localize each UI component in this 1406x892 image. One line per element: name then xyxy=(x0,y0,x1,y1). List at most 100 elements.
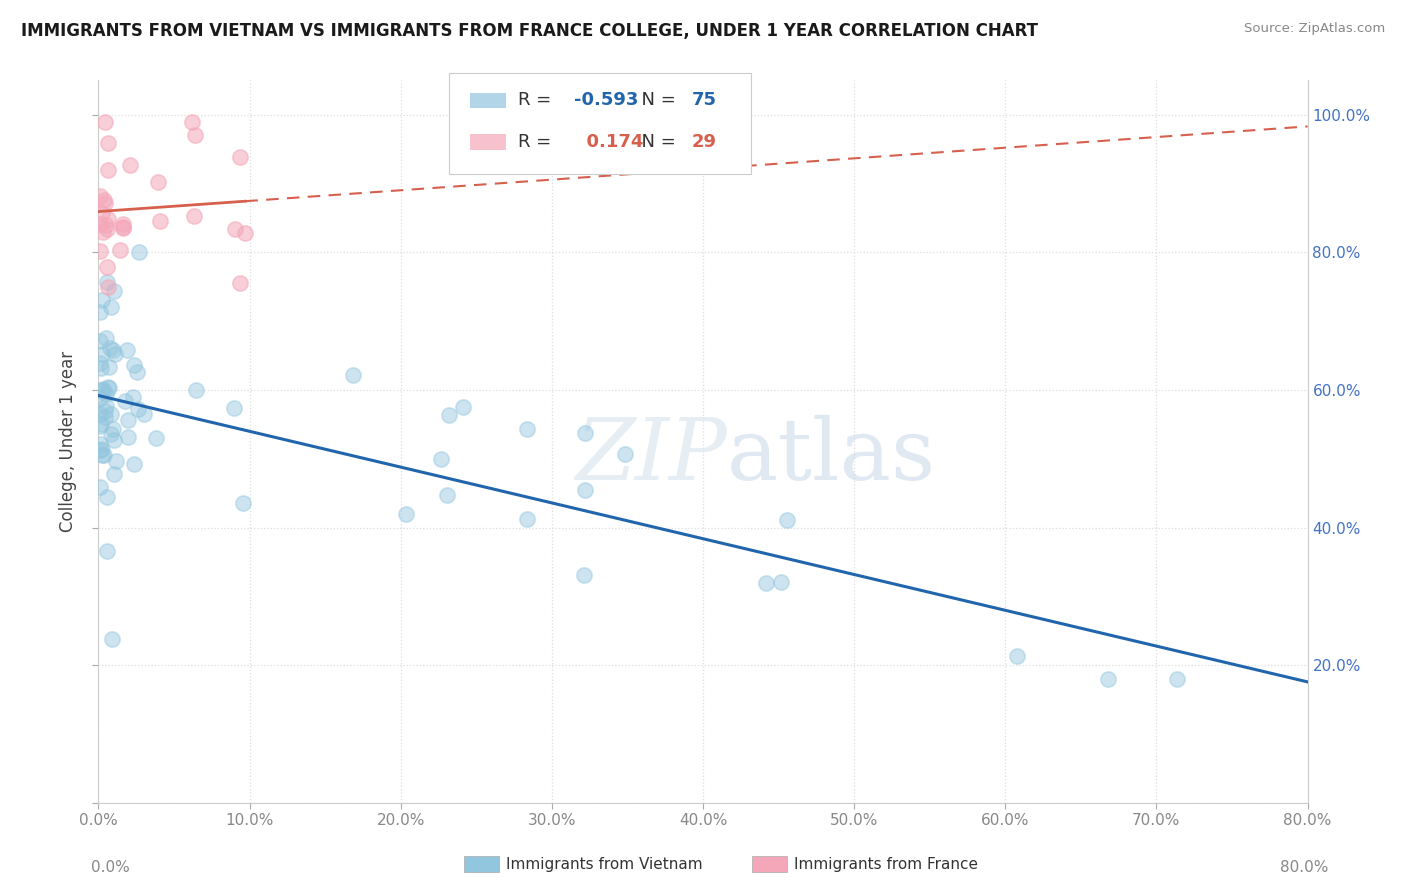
Point xyxy=(94,114,117,128)
Text: Immigrants from Vietnam: Immigrants from Vietnam xyxy=(506,857,703,871)
Point xyxy=(90,383,112,397)
Point xyxy=(516,422,538,436)
Point xyxy=(104,454,127,468)
Point xyxy=(93,448,115,462)
Point xyxy=(89,334,111,348)
Point xyxy=(89,244,111,258)
Point xyxy=(89,408,111,422)
Point xyxy=(1166,672,1188,686)
Text: 29: 29 xyxy=(692,133,717,151)
Point xyxy=(104,346,127,360)
Point xyxy=(229,277,252,291)
Point xyxy=(183,209,205,223)
FancyBboxPatch shape xyxy=(449,73,751,174)
Point xyxy=(96,275,118,289)
Text: 80.0%: 80.0% xyxy=(1281,860,1329,874)
Point xyxy=(90,442,112,456)
Point xyxy=(110,243,132,257)
Point xyxy=(755,576,778,591)
Point xyxy=(91,448,114,462)
Point xyxy=(148,214,170,228)
Text: 75: 75 xyxy=(692,91,717,109)
Point xyxy=(1005,648,1028,663)
Point xyxy=(103,343,125,358)
Point xyxy=(127,365,149,379)
Point xyxy=(395,507,418,521)
Point xyxy=(89,356,111,370)
Point xyxy=(436,487,458,501)
Point xyxy=(97,163,120,178)
Point xyxy=(89,188,111,202)
Point xyxy=(94,196,117,211)
Point xyxy=(90,293,112,307)
Point xyxy=(91,225,114,239)
Point xyxy=(91,205,114,219)
Point xyxy=(516,511,538,525)
Point xyxy=(96,280,118,294)
Text: atlas: atlas xyxy=(727,415,936,498)
Point xyxy=(115,343,138,357)
Point xyxy=(112,219,135,234)
Point xyxy=(90,360,112,375)
Point xyxy=(89,391,111,405)
Point xyxy=(222,401,245,415)
Point xyxy=(89,305,111,319)
Point xyxy=(429,452,451,467)
Point xyxy=(342,368,364,382)
Text: 0.0%: 0.0% xyxy=(91,860,131,874)
Point xyxy=(89,436,111,450)
Point xyxy=(98,341,121,355)
Point xyxy=(128,244,150,259)
Point xyxy=(89,480,111,494)
Point xyxy=(103,467,125,481)
Point xyxy=(98,359,121,374)
Point xyxy=(186,383,208,397)
Point xyxy=(89,217,111,231)
Text: Source: ZipAtlas.com: Source: ZipAtlas.com xyxy=(1244,22,1385,36)
Point xyxy=(96,218,118,232)
Text: Immigrants from France: Immigrants from France xyxy=(794,857,979,871)
Point xyxy=(111,217,134,231)
Point xyxy=(574,568,596,582)
Point xyxy=(1097,672,1119,686)
Point xyxy=(117,412,139,426)
Point xyxy=(574,483,596,497)
Point xyxy=(94,400,117,414)
Point xyxy=(574,425,596,440)
Point xyxy=(94,404,117,418)
Text: -0.593: -0.593 xyxy=(574,91,638,109)
Point xyxy=(91,382,114,396)
Point xyxy=(100,300,122,314)
Point xyxy=(97,211,120,226)
Point xyxy=(94,410,117,425)
Point xyxy=(437,408,460,422)
Point xyxy=(96,543,118,558)
FancyBboxPatch shape xyxy=(470,135,506,151)
Point xyxy=(117,430,139,444)
Point xyxy=(96,490,118,504)
Point xyxy=(229,150,252,164)
Text: R =: R = xyxy=(517,91,557,109)
Point xyxy=(96,260,118,275)
Point xyxy=(224,221,246,235)
Point xyxy=(101,632,124,646)
Point xyxy=(114,393,136,408)
Text: 0.174: 0.174 xyxy=(574,133,643,151)
Point xyxy=(89,419,111,434)
Text: R =: R = xyxy=(517,133,557,151)
Point xyxy=(90,417,112,432)
Point xyxy=(776,513,799,527)
Point xyxy=(770,575,793,590)
Point xyxy=(145,431,167,445)
Text: N =: N = xyxy=(630,133,682,151)
Point xyxy=(181,114,204,128)
Point xyxy=(146,175,169,189)
Text: N =: N = xyxy=(630,91,682,109)
Point xyxy=(614,447,637,461)
Point xyxy=(96,221,118,235)
Point xyxy=(97,381,120,395)
Point xyxy=(103,434,125,448)
Point xyxy=(101,422,124,436)
Point xyxy=(124,358,146,372)
Point xyxy=(453,400,475,414)
